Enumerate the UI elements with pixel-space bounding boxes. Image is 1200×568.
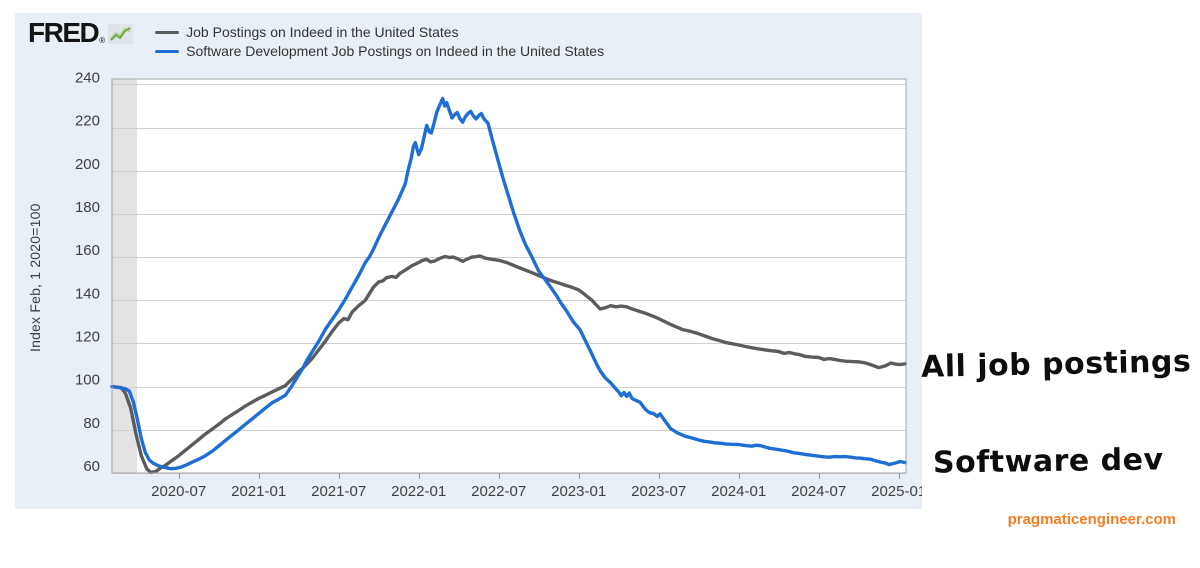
- legend-swatch-all-jobs: [155, 30, 180, 34]
- svg-text:160: 160: [75, 242, 100, 259]
- fred-logo: FRED ®: [28, 17, 134, 49]
- svg-text:2020-07: 2020-07: [151, 483, 206, 500]
- y-axis-labels: 60 80 100 120 140 160 180 200 220 240: [75, 69, 100, 475]
- svg-text:200: 200: [75, 156, 100, 173]
- x-axis-ticks: [179, 473, 900, 479]
- legend-label-software-dev: Software Development Job Postings on Ind…: [186, 43, 605, 59]
- x-axis-labels: 2020-07 2021-01 2021-07 2022-01 2022-07 2023-…: [151, 483, 922, 500]
- svg-text:140: 140: [75, 285, 100, 302]
- fred-logo-text: FRED: [28, 17, 100, 48]
- svg-text:2021-07: 2021-07: [311, 483, 366, 500]
- series-all-job-postings: [110, 254, 907, 475]
- svg-text:2022-01: 2022-01: [391, 483, 446, 500]
- svg-text:60: 60: [83, 458, 100, 475]
- svg-text:220: 220: [75, 113, 100, 130]
- fred-logo-registered-mark: ®: [99, 36, 106, 45]
- svg-text:2022-07: 2022-07: [471, 483, 526, 500]
- annotation-software-dev: Software dev: [932, 442, 1164, 481]
- svg-text:2024-01: 2024-01: [711, 483, 766, 500]
- svg-text:2021-01: 2021-01: [231, 483, 286, 500]
- fred-sparkline-icon: [108, 24, 134, 49]
- svg-text:2024-07: 2024-07: [791, 483, 846, 500]
- series-software-dev: [110, 96, 907, 471]
- svg-text:100: 100: [75, 372, 100, 389]
- svg-text:2023-01: 2023-01: [551, 483, 606, 500]
- legend-swatch-software-dev: [155, 49, 180, 53]
- chart-header: FRED ® Job Postings on Indeed in the Uni…: [28, 17, 604, 60]
- recession-band: [112, 79, 137, 473]
- svg-text:2023-07: 2023-07: [631, 483, 686, 500]
- fred-chart-card: FRED ® Job Postings on Indeed in the Uni…: [15, 13, 922, 509]
- svg-text:240: 240: [75, 69, 100, 86]
- legend: Job Postings on Indeed in the United Sta…: [155, 18, 604, 59]
- watermark-pragmaticengineer: pragmaticengineer.com: [1007, 511, 1176, 528]
- legend-item-all-jobs: Job Postings on Indeed in the United Sta…: [155, 24, 604, 40]
- annotation-all-job-postings: All job postings: [920, 344, 1192, 385]
- fred-chart-svg: 60 80 100 120 140 160 180 200 220 240 2020-07 2021-…: [75, 69, 922, 500]
- plot-frame: [111, 78, 907, 474]
- legend-item-software-dev: Software Development Job Postings on Ind…: [155, 43, 604, 59]
- svg-text:80: 80: [83, 415, 100, 432]
- legend-label-all-jobs: Job Postings on Indeed in the United Sta…: [186, 24, 459, 40]
- svg-text:2025-01: 2025-01: [871, 483, 922, 500]
- svg-text:180: 180: [75, 199, 100, 216]
- svg-text:120: 120: [75, 328, 100, 345]
